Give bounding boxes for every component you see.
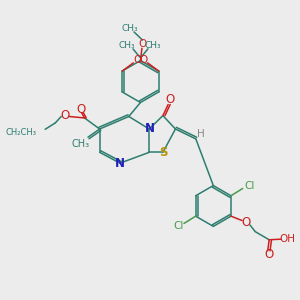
Text: S: S: [159, 146, 168, 159]
Text: O: O: [140, 55, 148, 65]
Text: CH₃: CH₃: [145, 41, 161, 50]
Text: H: H: [197, 129, 205, 139]
Text: O: O: [138, 39, 147, 49]
Text: Cl: Cl: [244, 181, 254, 190]
Text: O: O: [265, 248, 274, 261]
Text: O: O: [133, 55, 142, 65]
Text: O: O: [76, 103, 85, 116]
Text: O: O: [60, 110, 70, 122]
Text: CH₃: CH₃: [119, 41, 136, 50]
Text: O: O: [242, 216, 251, 230]
Text: O: O: [166, 93, 175, 106]
Text: CH₂CH₃: CH₂CH₃: [6, 128, 37, 137]
Text: Cl: Cl: [173, 221, 183, 231]
Text: OH: OH: [279, 234, 295, 244]
Text: N: N: [115, 157, 124, 170]
Text: N: N: [145, 122, 155, 135]
Text: CH₃: CH₃: [71, 139, 89, 149]
Text: CH₃: CH₃: [121, 24, 138, 33]
